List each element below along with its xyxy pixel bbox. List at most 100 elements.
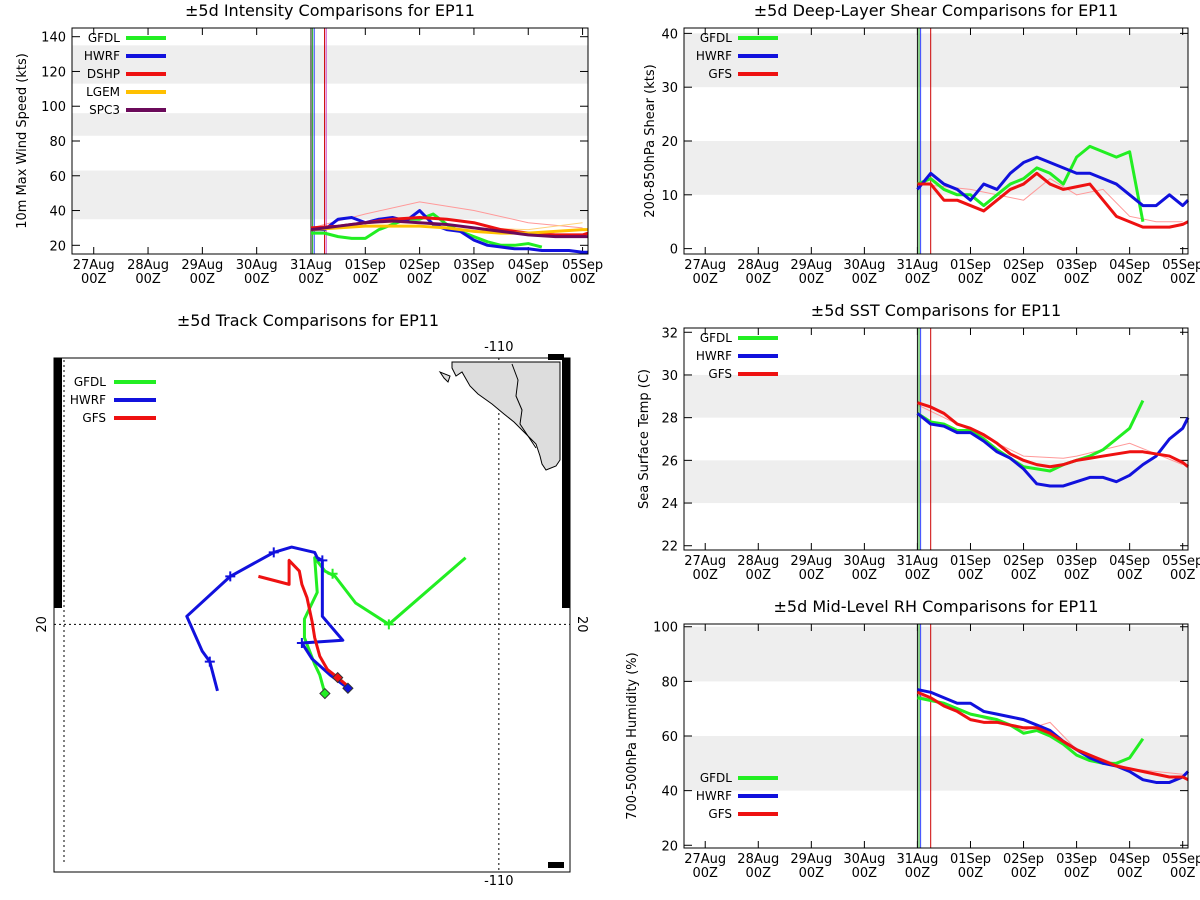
sst-xtick-hour-9: 00Z	[1170, 568, 1196, 583]
track-outer-frame	[53, 357, 571, 873]
shear-xtick-hour-1: 00Z	[746, 272, 772, 287]
sst-ylabel: Sea Surface Temp (C)	[637, 369, 652, 509]
track-lon-label-bottom: -110	[484, 874, 514, 889]
shear-xtick-hour-4: 00Z	[905, 272, 931, 287]
rh-xtick-hour-1: 00Z	[746, 866, 772, 881]
sst-xtick-hour-1: 00Z	[746, 568, 772, 583]
sst-xtick-hour-3: 00Z	[852, 568, 878, 583]
shear-xtick-day-3: 30Aug	[843, 258, 885, 273]
sst-band-1	[684, 374, 1188, 418]
rh-xtick-day-7: 03Sep	[1056, 852, 1097, 867]
intensity-xtick-day-0: 27Aug	[73, 258, 115, 273]
shear-xtick-hour-5: 00Z	[958, 272, 984, 287]
shear-title: ±5d Deep-Layer Shear Comparisons for EP1…	[754, 1, 1119, 20]
intensity-ylabel: 10m Max Wind Speed (kts)	[15, 53, 30, 229]
intensity-ytick-label-6: 140	[41, 31, 66, 46]
intensity-legend-label-lgem: LGEM	[86, 85, 120, 99]
intensity-xtick-day-2: 29Aug	[181, 258, 223, 273]
rh-xtick-hour-9: 00Z	[1170, 866, 1196, 881]
rh-xtick-day-1: 28Aug	[737, 852, 779, 867]
track-chart: ±5d Track Comparisons for EP11 20 20 -110 -1…	[35, 311, 589, 889]
intensity-xtick-hour-3: 00Z	[244, 272, 270, 287]
intensity-xtick-day-4: 31Aug	[290, 258, 332, 273]
intensity-xtick-hour-2: 00Z	[190, 272, 216, 287]
sst-ytick-label-4: 30	[661, 369, 678, 384]
shear-xtick-hour-3: 00Z	[852, 272, 878, 287]
shear-xtick-hour-7: 00Z	[1064, 272, 1090, 287]
intensity-ytick-label-0: 20	[49, 239, 66, 254]
shear-xtick-hour-6: 00Z	[1011, 272, 1037, 287]
track-edge-bar-left	[54, 358, 62, 608]
rh-ylabel: 700-500hPa Humidity (%)	[625, 652, 640, 819]
sst-xtick-day-0: 27Aug	[684, 554, 726, 569]
rh-xtick-day-2: 29Aug	[790, 852, 832, 867]
sst-xtick-day-1: 28Aug	[737, 554, 779, 569]
rh-xtick-hour-4: 00Z	[905, 866, 931, 881]
sst-ytick-label-3: 28	[661, 412, 678, 427]
shear-xtick-hour-8: 00Z	[1117, 272, 1143, 287]
rh-series-gfs	[916, 690, 1189, 782]
intensity-xtick-day-6: 02Sep	[399, 258, 440, 273]
rh-ytick-label-2: 60	[661, 730, 678, 745]
sst-xtick-day-5: 01Sep	[950, 554, 991, 569]
track-cross-hwrf-4	[296, 637, 307, 648]
shear-xtick-hour-0: 00Z	[692, 272, 718, 287]
intensity-series-lgem	[310, 224, 588, 235]
shear-band-0	[684, 141, 1188, 195]
track-legend-label-gfdl: GFDL	[74, 375, 106, 389]
intensity-band-1	[72, 113, 588, 136]
shear-legend-label-gfdl: GFDL	[700, 31, 732, 45]
sst-ytick-label-2: 26	[661, 454, 678, 469]
shear-xtick-day-7: 03Sep	[1056, 258, 1097, 273]
shear-frame	[683, 27, 1189, 255]
baja-coastline	[451, 361, 561, 471]
sst-frame	[683, 327, 1189, 551]
intensity-title: ±5d Intensity Comparisons for EP11	[185, 1, 475, 20]
track-series-hwrf	[185, 545, 349, 692]
intensity-xtick-day-9: 05Sep	[562, 258, 603, 273]
intensity-chart: ±5d Intensity Comparisons for EP11 10m Ma…	[15, 1, 603, 287]
shear-xtick-hour-2: 00Z	[799, 272, 825, 287]
shear-ytick-label-0: 0	[670, 243, 678, 258]
rh-xtick-day-0: 27Aug	[684, 852, 726, 867]
sst-series-gfdl	[916, 399, 1145, 473]
shear-legend-label-gfs: GFS	[708, 67, 732, 81]
rh-legend-label-gfs: GFS	[708, 807, 732, 821]
track-marker-hwrf	[342, 682, 354, 694]
intensity-band-0	[72, 170, 588, 220]
shear-xtick-day-4: 31Aug	[896, 258, 938, 273]
rh-xtick-hour-0: 00Z	[692, 866, 718, 881]
sst-xtick-hour-2: 00Z	[799, 568, 825, 583]
intensity-xtick-hour-0: 00Z	[81, 272, 107, 287]
intensity-xtick-day-3: 30Aug	[236, 258, 278, 273]
sst-legend-label-gfdl: GFDL	[700, 331, 732, 345]
sst-xtick-day-3: 30Aug	[843, 554, 885, 569]
track-lat-label-right: 20	[574, 616, 589, 633]
rh-xtick-hour-8: 00Z	[1117, 866, 1143, 881]
rh-chart: ±5d Mid-Level RH Comparisons for EP11 700…	[625, 597, 1200, 881]
intensity-legend-label-dshp: DSHP	[87, 67, 120, 81]
shear-band-1	[684, 33, 1188, 88]
rh-xtick-hour-7: 00Z	[1064, 866, 1090, 881]
intensity-band-2	[72, 45, 588, 84]
sst-xtick-hour-4: 00Z	[905, 568, 931, 583]
shear-ytick-label-2: 20	[661, 135, 678, 150]
shear-ytick-label-4: 40	[661, 27, 678, 42]
sst-xtick-hour-8: 00Z	[1117, 568, 1143, 583]
track-edge-bar-bottom	[548, 862, 564, 868]
shear-xtick-day-1: 28Aug	[737, 258, 779, 273]
rh-xtick-day-4: 31Aug	[896, 852, 938, 867]
rh-xtick-hour-5: 00Z	[958, 866, 984, 881]
sst-xtick-hour-0: 00Z	[692, 568, 718, 583]
sst-legend-label-gfs: GFS	[708, 367, 732, 381]
shear-xtick-day-2: 29Aug	[790, 258, 832, 273]
rh-xtick-day-9: 05Sep	[1162, 852, 1200, 867]
rh-xtick-hour-3: 00Z	[852, 866, 878, 881]
intensity-xtick-hour-9: 00Z	[570, 272, 596, 287]
rh-xtick-day-5: 01Sep	[950, 852, 991, 867]
sst-ytick-label-1: 24	[661, 497, 678, 512]
track-edge-bar-top	[548, 354, 564, 360]
shear-chart: ±5d Deep-Layer Shear Comparisons for EP1…	[643, 1, 1200, 287]
sst-series-gfs	[916, 401, 1189, 469]
shear-series-hwrf	[916, 155, 1190, 208]
